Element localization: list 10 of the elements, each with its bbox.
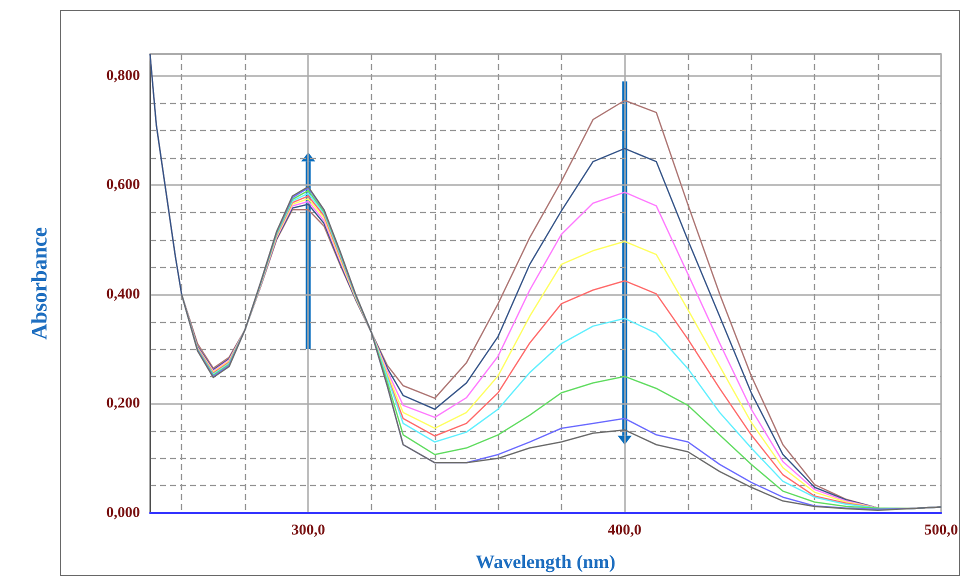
y-tick-label: 0,200: [106, 396, 140, 412]
y-axis-title: Absorbance: [26, 227, 52, 340]
y-tick-label: 0,600: [106, 177, 140, 194]
y-tick-label: 0,000: [106, 505, 140, 521]
x-tick-label: 500,0: [924, 522, 958, 538]
x-axis-title: Wavelength (nm): [476, 552, 616, 573]
y-tick-label: 0,400: [106, 286, 140, 302]
y-tick-label: 0,800: [106, 68, 140, 84]
x-tick-label: 400,0: [608, 522, 642, 538]
x-tick-label: 300,0: [291, 522, 326, 538]
